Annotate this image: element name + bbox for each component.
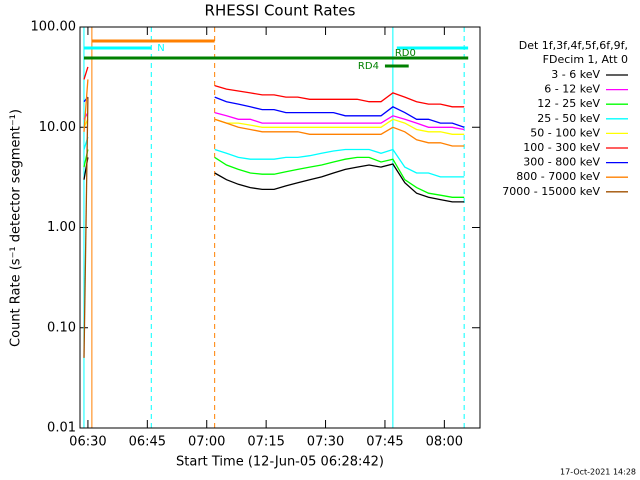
legend-label: 100 - 300 keV <box>523 141 600 154</box>
legend-label: 50 - 100 keV <box>530 126 600 139</box>
series-line <box>83 79 465 147</box>
legend-label: 3 - 6 keV <box>551 68 600 81</box>
legend-label: 800 - 7000 keV <box>516 170 600 183</box>
x-tick-label: 06:45 <box>129 435 166 450</box>
x-tick-label: 07:00 <box>188 435 225 450</box>
x-axis-label: Start Time (12-Jun-05 06:28:42) <box>176 455 384 470</box>
x-tick-label: 07:45 <box>366 435 403 450</box>
y-tick-label: 100.00 <box>31 20 77 35</box>
legend-header: Det 1f,3f,4f,5f,6f,9f, <box>519 39 628 52</box>
x-tick-label: 07:15 <box>247 435 284 450</box>
y-tick-label: 0.01 <box>47 421 76 436</box>
footer: 17-Oct-2021 14:28 <box>560 468 636 477</box>
x-tick-label: 06:30 <box>69 435 106 450</box>
flag-label: RD0 <box>395 48 416 59</box>
x-tick-label: 08:00 <box>426 435 463 450</box>
plot-frame <box>79 26 481 429</box>
series-line <box>83 66 465 108</box>
legend-label: 6 - 12 keV <box>544 83 600 96</box>
legend-label: 25 - 50 keV <box>537 112 600 125</box>
y-tick-label: 10.00 <box>39 120 76 135</box>
legend-label: 12 - 25 keV <box>537 97 600 110</box>
y-tick-label: 0.10 <box>47 320 76 335</box>
y-axis-label: Count Rate (s⁻¹ detector segment⁻¹) <box>9 109 24 347</box>
legend-label: 300 - 800 keV <box>523 156 600 169</box>
legend-label: 7000 - 15000 keV <box>502 185 600 198</box>
flag-label: RD4 <box>358 61 379 72</box>
x-tick-label: 07:30 <box>307 435 344 450</box>
y-tick-label: 1.00 <box>47 220 76 235</box>
legend-header: FDecim 1, Att 0 <box>543 53 628 66</box>
flag-label: N <box>157 43 164 54</box>
series-line <box>83 97 89 358</box>
chart-title: RHESSI Count Rates <box>205 2 356 20</box>
